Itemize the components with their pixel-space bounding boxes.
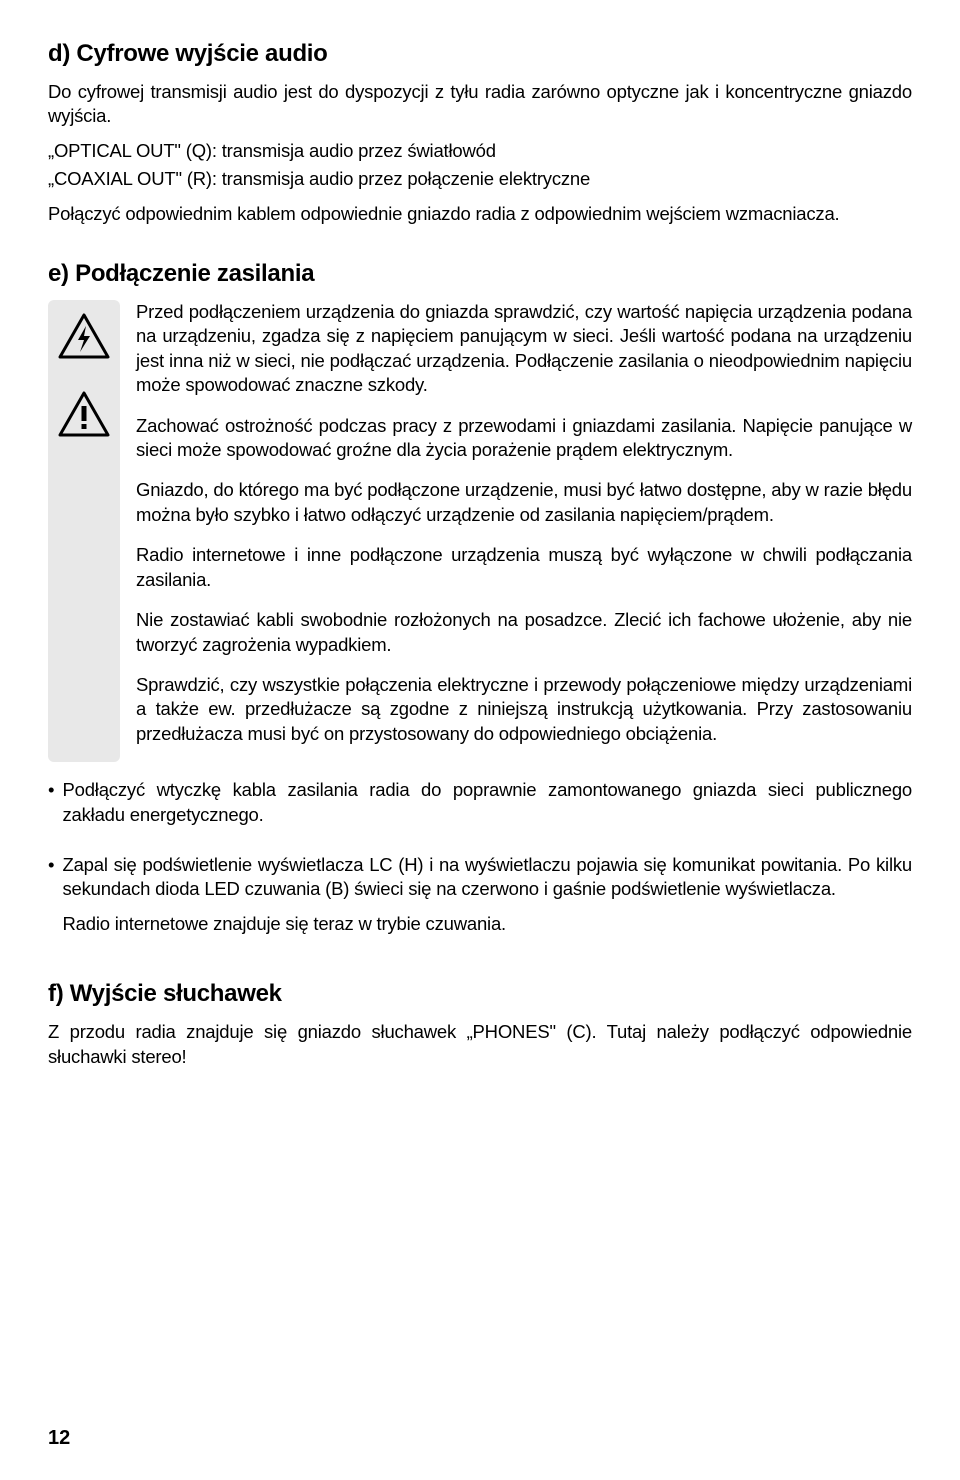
- warning-text-column: Przed podłączeniem urządzenia do gniazda…: [136, 300, 912, 762]
- section-headphone-output: f) Wyjście słuchawek Z przodu radia znaj…: [48, 980, 912, 1069]
- page-number: 12: [48, 1427, 70, 1450]
- bullet-marker: •: [48, 853, 54, 946]
- paragraph: Zachować ostrożność podczas pracy z prze…: [136, 414, 912, 463]
- paragraph: Połączyć odpowiednim kablem odpowiednie …: [48, 202, 912, 226]
- paragraph: Zapal się podświetlenie wyświetlacza LC …: [62, 853, 912, 902]
- heading-e: e) Podłączenie zasilania: [48, 260, 912, 288]
- paragraph: Przed podłączeniem urządzenia do gniazda…: [136, 300, 912, 398]
- paragraph: Nie zostawiać kabli swobodnie rozłożonyc…: [136, 608, 912, 657]
- heading-d: d) Cyfrowe wyjście audio: [48, 40, 912, 68]
- bullet-list: • Podłączyć wtyczkę kabla zasilania radi…: [48, 778, 912, 946]
- paragraph: „OPTICAL OUT" (Q): transmisja audio prze…: [48, 139, 912, 163]
- paragraph: Sprawdzić, czy wszystkie połączenia elek…: [136, 673, 912, 746]
- paragraph: Gniazdo, do którego ma być podłączone ur…: [136, 478, 912, 527]
- section-digital-audio: d) Cyfrowe wyjście audio Do cyfrowej tra…: [48, 40, 912, 226]
- paragraph: Do cyfrowej transmisji audio jest do dys…: [48, 80, 912, 129]
- heading-f: f) Wyjście słuchawek: [48, 980, 912, 1008]
- section-power-connection: e) Podłączenie zasilania Przed podłączen…: [48, 260, 912, 946]
- high-voltage-icon: [57, 312, 111, 366]
- warning-icon-column: [48, 300, 120, 762]
- paragraph: Podłączyć wtyczkę kabla zasilania radia …: [62, 778, 912, 827]
- paragraph: Radio internetowe znajduje się teraz w t…: [62, 912, 912, 936]
- warning-triangle-icon: [57, 390, 111, 444]
- bullet-marker: •: [48, 778, 54, 837]
- paragraph: Radio internetowe i inne podłączone urzą…: [136, 543, 912, 592]
- warning-block: Przed podłączeniem urządzenia do gniazda…: [48, 300, 912, 762]
- list-item: • Zapal się podświetlenie wyświetlacza L…: [48, 853, 912, 946]
- paragraph: Z przodu radia znajduje się gniazdo słuc…: [48, 1020, 912, 1069]
- paragraph: „COAXIAL OUT" (R): transmisja audio prze…: [48, 167, 912, 191]
- list-item: • Podłączyć wtyczkę kabla zasilania radi…: [48, 778, 912, 837]
